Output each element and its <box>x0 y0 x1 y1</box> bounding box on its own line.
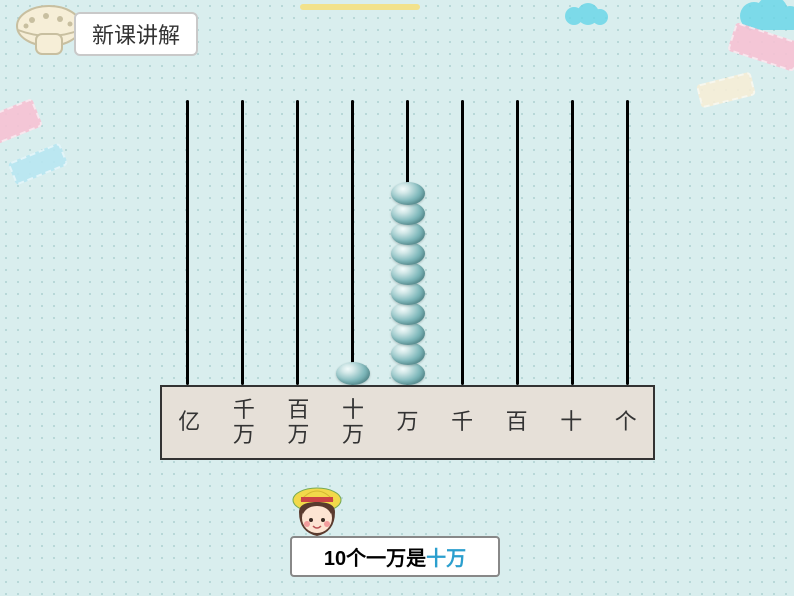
abacus-rod <box>626 100 629 385</box>
abacus-bead <box>391 182 425 205</box>
abacus-bead <box>336 362 370 385</box>
section-title: 新课讲解 <box>74 12 198 56</box>
abacus-bead <box>391 322 425 345</box>
abacus-rod <box>296 100 299 385</box>
abacus-bead <box>391 302 425 325</box>
girl-avatar-icon <box>285 478 349 542</box>
place-label: 亿 <box>162 387 217 458</box>
abacus-bead <box>391 342 425 365</box>
place-label: 十 <box>544 387 599 458</box>
place-label: 百 <box>489 387 544 458</box>
place-label: 十 万 <box>326 387 381 458</box>
abacus: 亿千 万百 万十 万万千百十个 <box>160 100 655 460</box>
caption-highlight: 十万 <box>426 548 466 570</box>
abacus-bead <box>391 362 425 385</box>
abacus-bead <box>391 202 425 225</box>
abacus-bead <box>391 242 425 265</box>
place-label: 百 万 <box>271 387 326 458</box>
abacus-rod <box>351 100 354 385</box>
abacus-bead <box>391 262 425 285</box>
place-label: 千 <box>435 387 490 458</box>
abacus-rod <box>241 100 244 385</box>
abacus-bead <box>391 282 425 305</box>
place-label: 万 <box>380 387 435 458</box>
abacus-bead <box>391 222 425 245</box>
abacus-rod <box>406 100 409 385</box>
caption: 10个一万是十万 <box>290 536 500 577</box>
abacus-rod <box>516 100 519 385</box>
place-label: 千 万 <box>217 387 272 458</box>
abacus-rod <box>571 100 574 385</box>
caption-prefix: 10个一万是 <box>324 548 426 570</box>
place-value-bar: 亿千 万百 万十 万万千百十个 <box>160 385 655 460</box>
abacus-rods <box>160 100 655 385</box>
abacus-rod <box>186 100 189 385</box>
abacus-rod <box>461 100 464 385</box>
place-label: 个 <box>599 387 654 458</box>
